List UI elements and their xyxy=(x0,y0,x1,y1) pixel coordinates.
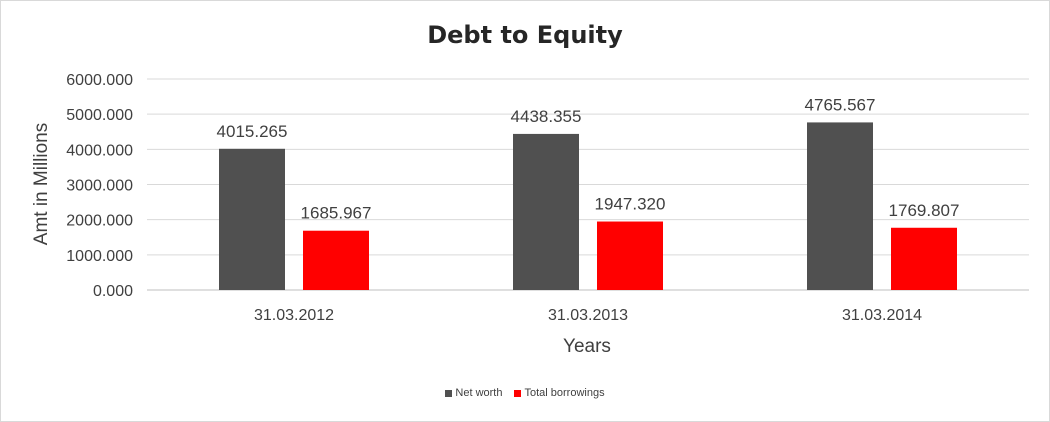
data-label: 1947.320 xyxy=(595,195,666,214)
legend-label-total-borrowings: Total borrowings xyxy=(524,387,605,399)
data-label: 1685.967 xyxy=(301,204,372,223)
x-tick-label: 31.03.2014 xyxy=(842,307,922,324)
gridlines xyxy=(147,78,1029,291)
y-axis-title: Amt in Millions xyxy=(31,123,52,245)
x-tick-label: 31.03.2012 xyxy=(254,307,334,324)
bars xyxy=(219,122,957,291)
data-labels: 4015.265 1685.967 4438.355 1947.320 4765.567… xyxy=(217,95,960,222)
legend-swatch-total-borrowings xyxy=(514,389,522,397)
data-label: 4765.567 xyxy=(805,95,876,114)
y-axis-ticks: 0.000 1000.000 2000.000 3000.000 4000.000 500… xyxy=(66,72,133,300)
bar-total-borrowings xyxy=(891,227,957,290)
bar-net-worth xyxy=(807,122,873,291)
y-tick-label: 6000.000 xyxy=(66,72,133,89)
y-tick-label: 2000.000 xyxy=(66,213,133,230)
y-tick-label: 4000.000 xyxy=(66,142,133,159)
bar-net-worth xyxy=(219,148,285,290)
bar-total-borrowings xyxy=(303,230,369,290)
y-tick-label: 3000.000 xyxy=(66,178,133,195)
y-tick-label: 5000.000 xyxy=(66,107,133,124)
y-tick-label: 0.000 xyxy=(93,283,133,300)
chart-title: Debt to Equity xyxy=(427,21,623,49)
x-axis-title: Years xyxy=(563,336,611,357)
legend-label-net-worth: Net worth xyxy=(455,387,503,399)
data-label: 4438.355 xyxy=(511,107,582,126)
x-axis-ticks: 31.03.2012 31.03.2013 31.03.2014 xyxy=(254,307,922,324)
legend: Net worth Total borrowings xyxy=(1,387,1049,399)
legend-swatch-net-worth xyxy=(445,389,453,397)
bar-net-worth xyxy=(513,133,579,290)
data-label: 4015.265 xyxy=(217,122,288,141)
y-tick-label: 1000.000 xyxy=(66,248,133,265)
legend-item-net-worth: Net worth xyxy=(445,387,502,399)
data-label: 1769.807 xyxy=(889,201,960,220)
x-tick-label: 31.03.2013 xyxy=(548,307,628,324)
legend-item-total-borrowings: Total borrowings xyxy=(514,387,605,399)
bar-total-borrowings xyxy=(597,221,663,290)
